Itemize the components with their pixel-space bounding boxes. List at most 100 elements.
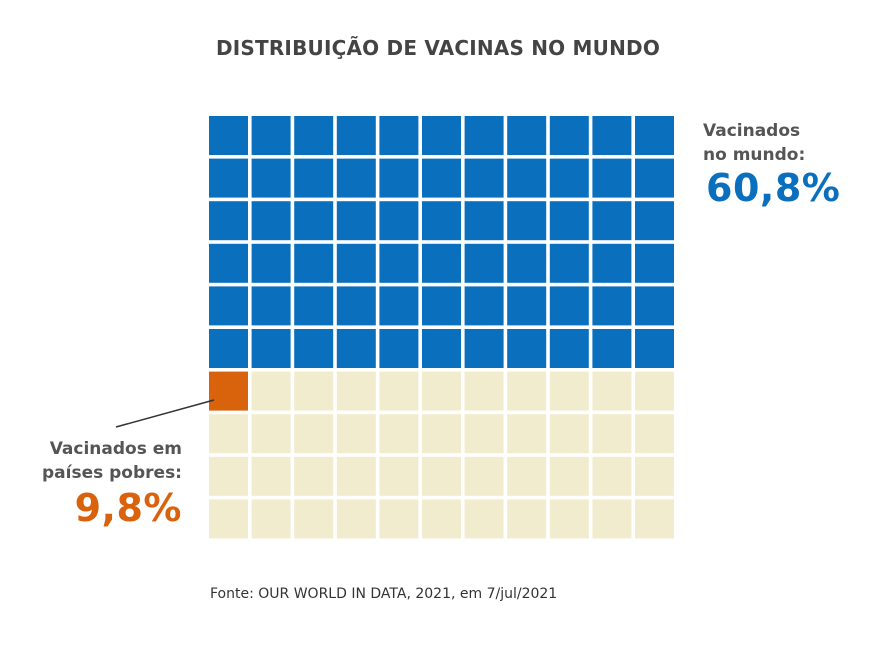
waffle-cell-world: [209, 329, 248, 368]
waffle-cell-world: [336, 201, 376, 241]
waffle-cell-world: [336, 329, 376, 368]
waffle-cell-world: [379, 158, 419, 198]
waffle-cell-remaining: [336, 456, 376, 496]
waffle-cell-world: [251, 201, 291, 241]
waffle-cell-world: [549, 286, 589, 326]
waffle-cell-remaining: [209, 456, 248, 496]
waffle-cell-remaining: [379, 499, 419, 539]
waffle-cell-remaining: [336, 499, 376, 539]
waffle-cell-remaining: [549, 414, 589, 454]
waffle-cell-world: [294, 116, 334, 155]
waffle-cell-world: [464, 329, 504, 368]
waffle-cell-world: [336, 243, 376, 283]
waffle-cell-world: [294, 329, 334, 368]
waffle-cell-world: [592, 116, 632, 155]
waffle-cell-remaining: [464, 371, 504, 411]
waffle-cell-world: [422, 116, 461, 155]
waffle-cell-remaining: [379, 414, 419, 454]
waffle-cell-world: [464, 158, 504, 198]
waffle-cell-remaining: [379, 456, 419, 496]
waffle-cell-world: [209, 243, 248, 283]
waffle-cell-world: [464, 286, 504, 326]
waffle-cell-remaining: [592, 499, 632, 539]
waffle-cell-world: [507, 116, 547, 155]
waffle-cell-remaining: [507, 371, 547, 411]
waffle-cell-world: [294, 286, 334, 326]
waffle-cell-remaining: [507, 414, 547, 454]
waffle-cell-remaining: [251, 499, 291, 539]
waffle-cell-world: [507, 201, 547, 241]
waffle-cell-remaining: [464, 456, 504, 496]
world-label-line2: no mundo:: [703, 145, 806, 165]
waffle-cell-world: [336, 158, 376, 198]
waffle-cell-remaining: [209, 414, 248, 454]
waffle-cell-world: [592, 329, 632, 368]
waffle-cell-remaining: [464, 499, 504, 539]
waffle-cell-world: [635, 243, 674, 283]
waffle-cell-world: [592, 158, 632, 198]
waffle-cell-world: [251, 286, 291, 326]
waffle-cell-world: [294, 243, 334, 283]
waffle-cell-world: [635, 158, 674, 198]
waffle-cell-world: [464, 116, 504, 155]
waffle-cell-world: [251, 243, 291, 283]
waffle-cell-world: [592, 286, 632, 326]
waffle-cell-world: [379, 329, 419, 368]
waffle-cell-world: [209, 201, 248, 241]
waffle-cell-remaining: [294, 456, 334, 496]
waffle-cell-world: [294, 201, 334, 241]
waffle-cell-world: [549, 158, 589, 198]
waffle-cell-world: [379, 116, 419, 155]
poor-vaccinated-value: 9,8%: [74, 486, 182, 530]
waffle-cell-world: [464, 201, 504, 241]
waffle-cell-remaining: [592, 414, 632, 454]
waffle-cell-world: [209, 286, 248, 326]
waffle-cell-remaining: [507, 499, 547, 539]
waffle-cells: [209, 116, 674, 539]
waffle-cell-world: [507, 158, 547, 198]
waffle-cell-remaining: [422, 499, 461, 539]
waffle-cell-world: [251, 116, 291, 155]
waffle-cell-world: [549, 243, 589, 283]
waffle-cell-remaining: [507, 456, 547, 496]
waffle-cell-world: [549, 329, 589, 368]
waffle-cell-remaining: [251, 414, 291, 454]
waffle-cell-world: [464, 243, 504, 283]
waffle-cell-world: [549, 116, 589, 155]
waffle-cell-world: [336, 286, 376, 326]
poor-label-line2: países pobres:: [41, 463, 182, 483]
waffle-cell-remaining: [251, 371, 291, 411]
waffle-cell-remaining: [379, 371, 419, 411]
waffle-cell-remaining: [635, 456, 674, 496]
waffle-cell-remaining: [209, 499, 248, 539]
poor-label-line1: Vacinados em: [49, 439, 182, 459]
waffle-cell-remaining: [422, 414, 461, 454]
waffle-cell-world: [209, 116, 248, 155]
waffle-cell-world: [209, 158, 248, 198]
world-vaccinated-value: 60,8%: [706, 166, 841, 210]
waffle-cell-remaining: [549, 371, 589, 411]
waffle-cell-world: [507, 286, 547, 326]
waffle-cell-world: [336, 116, 376, 155]
waffle-cell-world: [251, 158, 291, 198]
waffle-cell-remaining: [549, 499, 589, 539]
waffle-cell-remaining: [294, 499, 334, 539]
waffle-cell-world: [635, 329, 674, 368]
waffle-cell-poor: [209, 371, 248, 411]
source-note: Fonte: OUR WORLD IN DATA, 2021, em 7/jul…: [210, 586, 558, 602]
waffle-cell-remaining: [422, 456, 461, 496]
waffle-cell-remaining: [592, 371, 632, 411]
waffle-cell-remaining: [294, 414, 334, 454]
poor-vaccinated-label: Vacinados em países pobres:: [42, 437, 182, 485]
waffle-cell-world: [251, 329, 291, 368]
waffle-cell-world: [549, 201, 589, 241]
waffle-cell-remaining: [635, 414, 674, 454]
chart-title: DISTRIBUIÇÃO DE VACINAS NO MUNDO: [215, 36, 661, 60]
waffle-cell-world: [379, 243, 419, 283]
waffle-cell-world: [422, 243, 461, 283]
world-vaccinated-label: Vacinados no mundo:: [703, 119, 805, 167]
waffle-cell-world: [635, 286, 674, 326]
waffle-cell-remaining: [592, 456, 632, 496]
waffle-cell-world: [422, 201, 461, 241]
